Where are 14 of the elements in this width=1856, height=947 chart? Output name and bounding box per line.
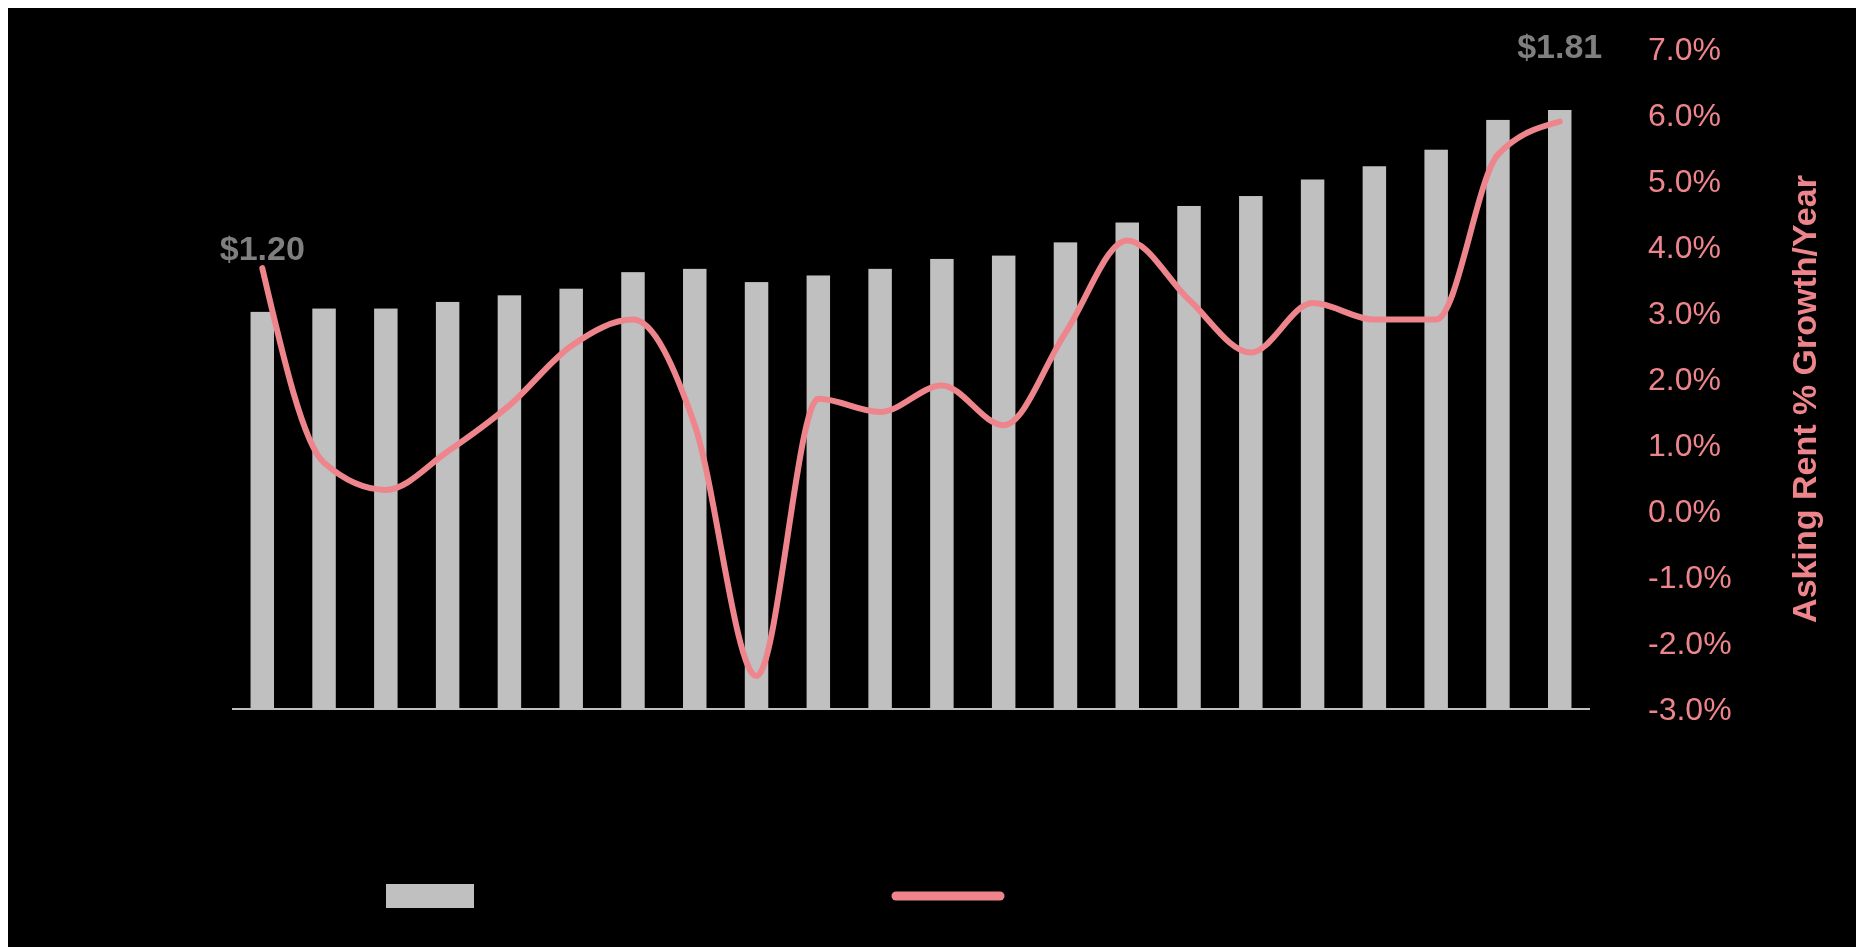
- y2-tick-label: -3.0%: [1648, 691, 1732, 728]
- y2-tick-label: 6.0%: [1648, 97, 1721, 134]
- y2-tick-label: 7.0%: [1648, 31, 1721, 68]
- y2-tick-label: 4.0%: [1648, 229, 1721, 266]
- y2-tick-label: 5.0%: [1648, 163, 1721, 200]
- y2-tick-label: 2.0%: [1648, 361, 1721, 398]
- data-label: $1.81: [1517, 27, 1603, 65]
- y2-axis-title: Asking Rent % Growth/Year: [1785, 175, 1823, 623]
- y2-tick-label: -2.0%: [1648, 625, 1732, 662]
- y2-tick-label: -1.0%: [1648, 559, 1732, 596]
- y2-tick-label: 0.0%: [1648, 493, 1721, 530]
- data-label: $1.20: [219, 228, 305, 267]
- y2-tick-label: 3.0%: [1648, 295, 1721, 332]
- y2-tick-label: 1.0%: [1648, 427, 1721, 464]
